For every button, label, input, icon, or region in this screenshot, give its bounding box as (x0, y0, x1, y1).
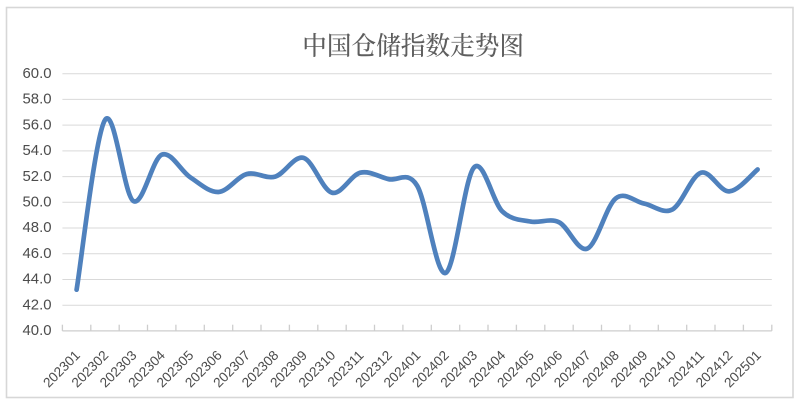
svg-text:42.0: 42.0 (23, 297, 52, 313)
svg-text:56.0: 56.0 (23, 117, 52, 133)
svg-text:50.0: 50.0 (23, 195, 52, 211)
svg-text:40.0: 40.0 (23, 323, 52, 339)
svg-text:60.0: 60.0 (23, 66, 52, 82)
svg-text:52.0: 52.0 (23, 169, 52, 185)
svg-text:54.0: 54.0 (23, 143, 52, 159)
svg-text:48.0: 48.0 (23, 220, 52, 236)
svg-text:46.0: 46.0 (23, 246, 52, 262)
svg-text:58.0: 58.0 (23, 92, 52, 108)
svg-text:44.0: 44.0 (23, 272, 52, 288)
